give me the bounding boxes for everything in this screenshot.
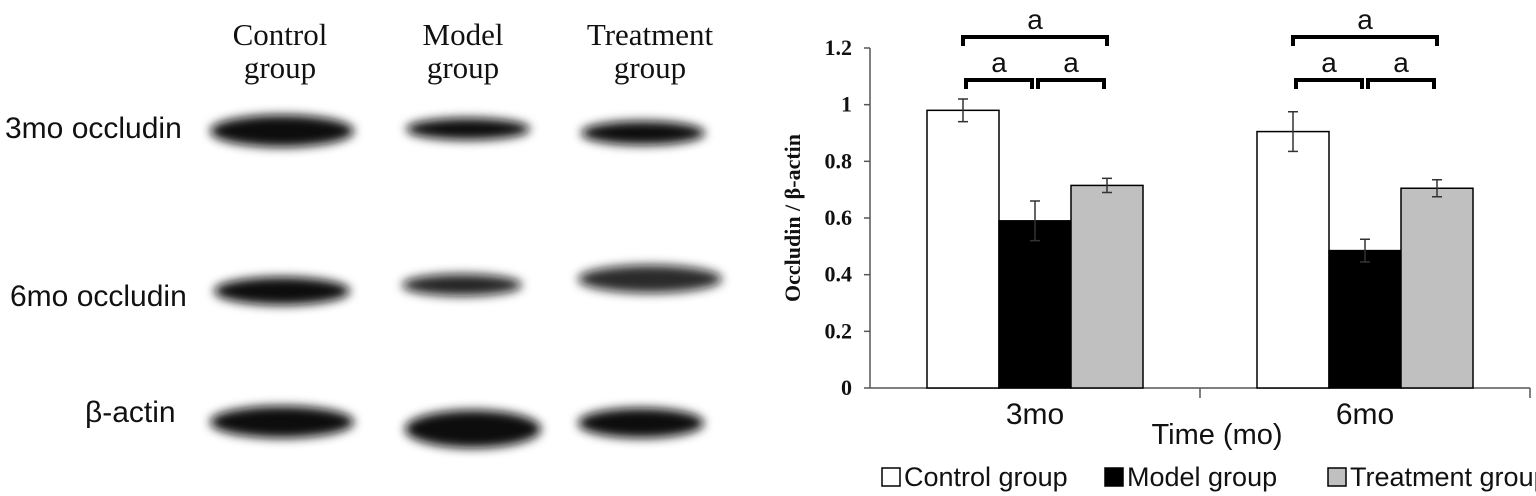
occludin-bar-chart: 00.20.40.60.811.2 a aaa aa 3mo 6mo Occludin… xyxy=(780,4,1536,492)
bar-3mo-1 xyxy=(998,220,1072,389)
band-actin-model xyxy=(405,410,541,448)
legend-label: Control group xyxy=(904,462,1068,492)
y-tick-label: 0.8 xyxy=(825,148,853,173)
bar-6mo-0 xyxy=(1256,130,1330,389)
significance-label: a xyxy=(1321,47,1337,78)
legend-swatch-1 xyxy=(1104,467,1124,487)
chart-legend: Control group Model group Treatment group xyxy=(881,462,1536,492)
blot-column-label-control: Control group xyxy=(232,17,328,85)
significance-bracket xyxy=(964,78,1034,89)
legend-label: Model group xyxy=(1127,462,1277,492)
legend-label: Treatment group xyxy=(1350,462,1536,492)
x-axis-title: Time (mo) xyxy=(1151,419,1282,451)
significance-label: a xyxy=(1063,47,1079,78)
significance-bracket xyxy=(1036,78,1106,89)
significance-label: a xyxy=(1027,4,1043,35)
band-3mo-treatment xyxy=(581,121,705,145)
band-6mo-treatment xyxy=(578,265,722,293)
y-tick-label: 0.6 xyxy=(825,205,853,230)
y-tick-label: 0 xyxy=(841,375,852,400)
y-tick-label: 0.2 xyxy=(825,318,853,343)
x-category-label: 3mo xyxy=(1006,398,1064,431)
significance-bracket xyxy=(1294,78,1364,89)
significance-label: a xyxy=(1357,4,1373,35)
blot-bands xyxy=(210,115,722,448)
blot-column-label-model: Model group xyxy=(422,17,504,85)
significance-label: a xyxy=(991,47,1007,78)
x-category-label: 6mo xyxy=(1336,398,1394,431)
band-3mo-model xyxy=(406,118,530,140)
blot-column-label-treatment: Treatment group xyxy=(586,17,714,85)
significance-label: a xyxy=(1393,47,1409,78)
bar-3mo-2 xyxy=(1070,184,1144,389)
band-actin-control xyxy=(210,406,354,438)
bar-6mo-2 xyxy=(1400,187,1474,389)
blot-row-label-3mo-occludin: 3mo occludin xyxy=(5,112,182,145)
legend-swatch-0 xyxy=(881,467,901,487)
band-3mo-control xyxy=(210,115,354,147)
blot-row-label-6mo-occludin: 6mo occludin xyxy=(10,280,187,313)
western-blot-panel: Control group Model group Treatment group 3… xyxy=(0,0,760,496)
band-actin-treatment xyxy=(578,408,704,438)
y-tick-label: 0.4 xyxy=(825,262,853,287)
significance-bracket xyxy=(961,35,1109,46)
blot-row-label-beta-actin: β-actin xyxy=(85,396,176,429)
significance-bracket xyxy=(1291,35,1439,46)
y-tick-label: 1.2 xyxy=(825,35,853,60)
band-6mo-model xyxy=(402,274,522,296)
y-axis-title: Occludin / β-actin xyxy=(780,134,805,302)
band-6mo-control xyxy=(214,277,350,305)
legend-swatch-2 xyxy=(1327,467,1347,487)
bar-3mo-0 xyxy=(926,109,1000,389)
bar-6mo-1 xyxy=(1328,249,1402,389)
y-tick-label: 1 xyxy=(841,92,852,117)
significance-bracket xyxy=(1366,78,1436,89)
